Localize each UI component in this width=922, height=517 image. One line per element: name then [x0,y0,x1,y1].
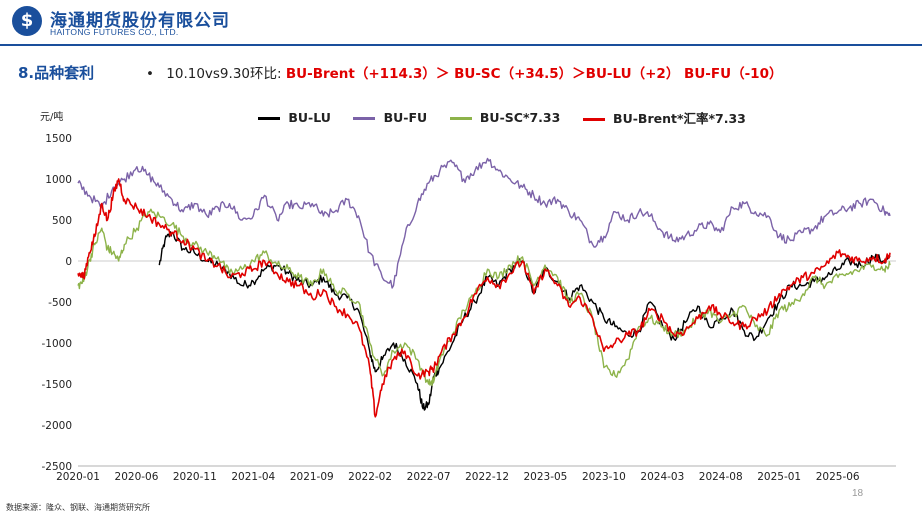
y-tick-label: -2000 [41,420,72,432]
series-line-bu-brent-7-33 [77,178,891,418]
x-tick-label: 2020-11 [173,471,217,483]
legend-swatch [353,117,376,120]
page-number: 18 [852,488,864,499]
x-tick-label: 2020-01 [56,471,100,483]
logo-emblem-icon: $ [12,6,42,36]
x-tick-label: 2024-08 [699,471,743,483]
x-tick-label: 2023-05 [523,471,567,483]
chart-legend: BU-LU BU-FU BU-SC*7.33 BU-Brent*汇率*7.33 [258,108,764,126]
page-header: $ 海通期货股份有限公司 HAITONG FUTURES CO., LTD. [0,0,922,46]
y-tick-label: -1000 [41,338,72,350]
y-tick-label: -2500 [41,461,72,473]
y-axis-ticks: -2500 -2000 -1500 -1000 -500 0 500 1000 1500 [41,133,72,473]
x-tick-label: 2021-04 [231,471,275,483]
y-axis-label: 元/吨 [40,110,63,123]
bullet-icon: • [146,66,154,82]
series-line-bu-lu [158,230,891,411]
legend-label: BU-Brent*汇率*7.33 [613,111,746,126]
legend-item-bu-fu: BU-FU [353,110,427,125]
x-tick-label: 2020-06 [115,471,159,483]
x-tick-label: 2025-06 [816,471,860,483]
chart-gridlines [78,260,896,467]
y-tick-label: -500 [48,297,72,309]
series-line-bu-sc-7-33 [77,208,891,386]
y-tick-label: -1500 [41,379,72,391]
y-tick-label: 500 [52,215,72,227]
x-tick-label: 2025-01 [757,471,801,483]
legend-item-bu-lu: BU-LU [258,110,331,125]
summary-line: • 10.10vs9.30环比: BU-Brent（+114.3）＞ BU-SC… [146,62,782,82]
summary-lead: 10.10vs9.30环比: [166,66,282,82]
company-name-en: HAITONG FUTURES CO., LTD. [50,27,179,37]
legend-swatch [582,118,605,121]
summary-highlight: BU-Brent（+114.3）＞ BU-SC（+34.5）＞BU-LU（+2）… [285,66,783,82]
legend-swatch [258,117,280,120]
y-tick-label: 1500 [45,133,72,145]
x-tick-label: 2023-10 [582,471,626,483]
data-source: 数据来源：隆众、钢联、海通期货研究所 [6,503,150,512]
legend-item-bu-sc: BU-SC*7.33 [449,110,561,125]
section-title: 8.品种套利 [18,64,95,82]
y-tick-label: 0 [65,256,72,268]
x-tick-label: 2022-02 [348,471,392,483]
series-line-bu-fu [77,157,891,289]
x-axis-ticks: 2020-01 2020-06 2020-11 2021-04 2021-09 2022-… [56,471,860,483]
x-tick-label: 2022-07 [407,471,451,483]
legend-label: BU-SC*7.33 [479,110,561,125]
y-tick-label: 1000 [45,174,72,186]
company-logo: $ 海通期货股份有限公司 HAITONG FUTURES CO., LTD. [12,6,252,40]
chart-series [77,157,891,418]
header-divider [0,44,922,46]
company-name-cn: 海通期货股份有限公司 [50,11,230,31]
x-tick-label: 2022-12 [465,471,509,483]
legend-swatch [449,117,472,120]
legend-label: BU-FU [383,110,428,125]
legend-item-bu-brent: BU-Brent*汇率*7.33 [582,108,746,127]
x-tick-label: 2021-09 [290,471,334,483]
legend-label: BU-LU [288,110,331,125]
x-tick-label: 2024-03 [640,471,684,483]
